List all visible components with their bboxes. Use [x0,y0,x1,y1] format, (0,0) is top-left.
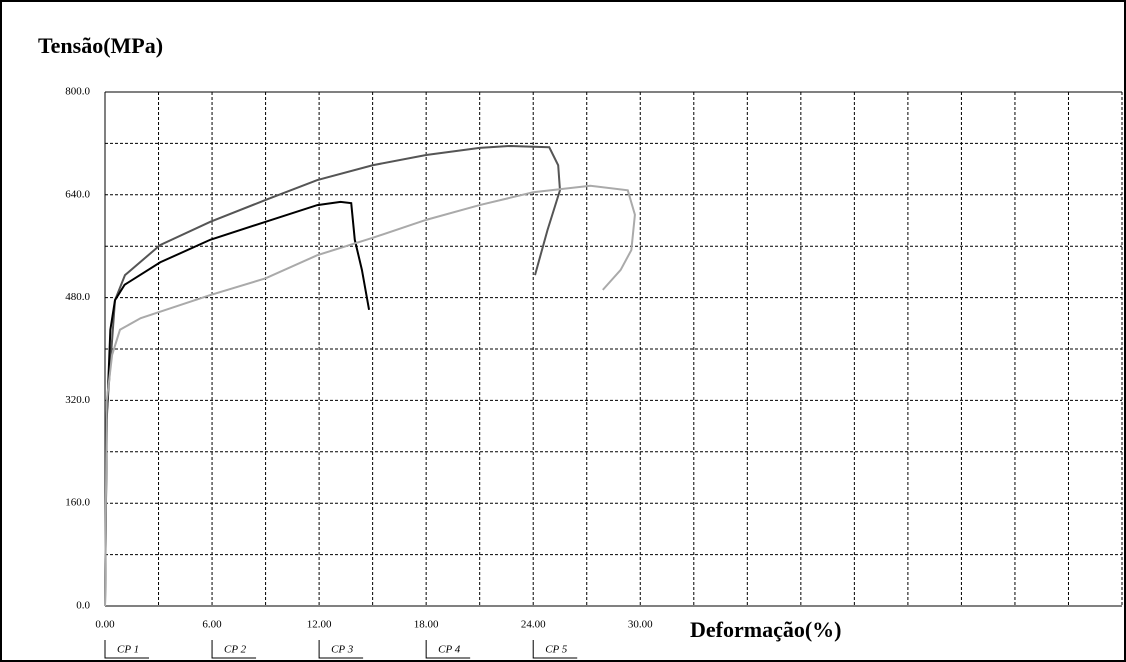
y-tick-label: 160.0 [65,497,90,509]
legend-label: CP 1 [117,644,139,656]
series-line [104,144,561,607]
x-tick-label: 6.00 [202,619,222,631]
series-line [104,200,371,607]
y-tick-label: 320.0 [65,394,90,406]
x-tick-label: 24.00 [521,619,546,631]
legend-label: CP 2 [224,644,247,656]
legend-bracket [211,640,257,659]
y-tick-label: 640.0 [65,188,90,200]
x-tick-label: 18.00 [414,619,439,631]
legend-bracket [532,640,578,659]
y-tick-label: 480.0 [65,291,90,303]
x-tick-label: 12.00 [307,619,332,631]
x-tick-label: 30.00 [628,619,653,631]
y-tick-label: 800.0 [65,86,90,98]
x-axis-label: Deformação(%) [690,617,842,642]
legend-bracket [425,640,471,659]
legend-label: CP 4 [438,644,461,656]
y-tick-label: 0.0 [76,600,90,612]
legend-bracket [104,640,149,659]
chart-title: Tensão(MPa) [38,33,163,58]
x-tick-label: 0.00 [95,619,115,631]
legend-label: CP 3 [331,644,354,656]
series-line [104,184,636,607]
legend-label: CP 5 [545,644,568,656]
legend-bracket [318,640,364,659]
